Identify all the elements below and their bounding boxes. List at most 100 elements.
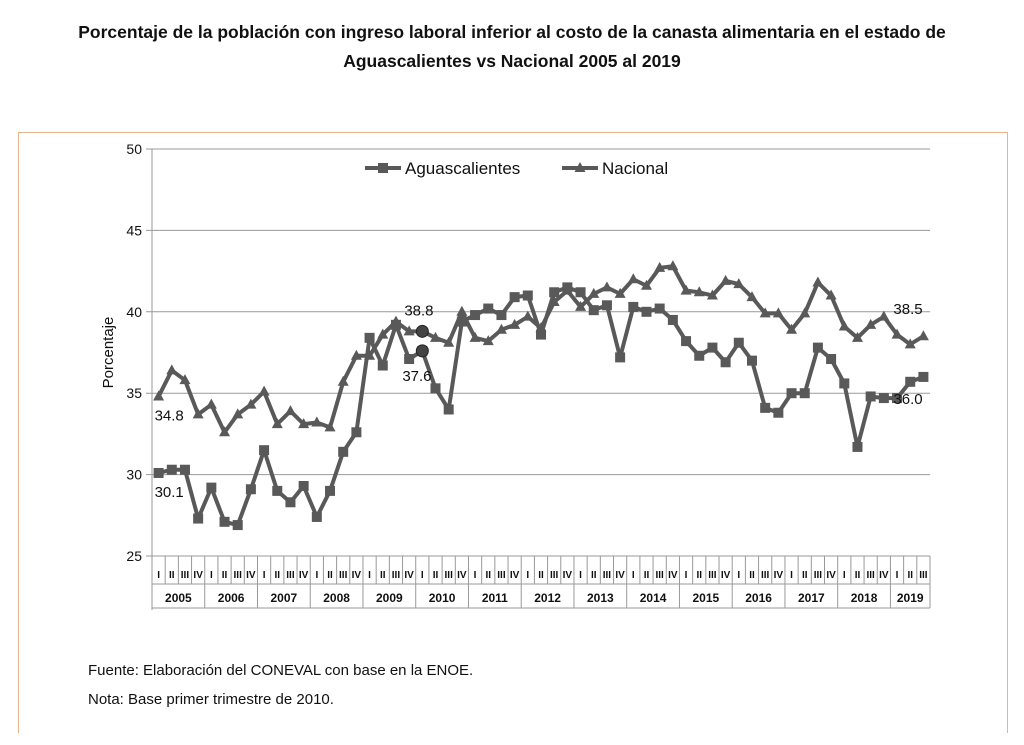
data-point-nacional [640, 279, 652, 290]
data-point-aguascalientes [892, 393, 903, 404]
quarter-label: IV [457, 570, 467, 581]
data-point-nacional [219, 426, 231, 437]
y-tick-label: 50 [126, 141, 142, 157]
quarter-label: III [286, 570, 295, 581]
data-point-nacional [232, 408, 244, 419]
data-point-aguascalientes [430, 383, 441, 394]
data-point-aguascalientes [733, 337, 744, 348]
data-point-nacional [825, 289, 837, 300]
data-point-nacional [917, 330, 929, 341]
data-point-nacional [390, 315, 402, 326]
data-point-nacional [443, 336, 455, 347]
data-point-nacional [575, 300, 587, 311]
data-label: 30.1 [155, 484, 184, 501]
data-point-aguascalientes [483, 303, 494, 314]
data-point-nacional [614, 287, 626, 298]
chart-title: Porcentaje de la población con ingreso l… [0, 18, 1024, 76]
y-tick-label: 40 [126, 304, 142, 320]
quarter-label: II [222, 570, 228, 581]
data-point-aguascalientes [351, 427, 362, 438]
quarter-label: II [802, 570, 808, 581]
quarter-label: III [181, 570, 190, 581]
quarter-label: I [474, 570, 477, 581]
data-point-aguascalientes [720, 357, 731, 368]
y-tick-label: 35 [126, 385, 142, 401]
data-point-nacional [561, 284, 573, 295]
data-point-nacional [258, 385, 270, 396]
data-point-aguascalientes [245, 484, 256, 495]
data-point-nacional [403, 325, 415, 336]
data-point-nacional [851, 331, 863, 342]
quarter-label: II [907, 570, 913, 581]
data-point-aguascalientes [694, 350, 705, 361]
quarter-label: I [896, 570, 899, 581]
quarter-label: I [421, 570, 424, 581]
year-label: 2014 [640, 591, 667, 605]
quarter-label: IV [299, 570, 309, 581]
data-point-aguascalientes [549, 287, 560, 298]
quarter-label: IV [404, 570, 414, 581]
quarter-label: I [579, 570, 582, 581]
data-point-aguascalientes [232, 520, 243, 531]
data-point-nacional [311, 416, 323, 427]
year-label: 2007 [271, 591, 298, 605]
legend-label: Aguascalientes [405, 159, 520, 178]
quarter-label: II [380, 570, 386, 581]
year-label: 2018 [851, 591, 878, 605]
data-point-nacional [153, 390, 165, 401]
data-point-nacional [509, 318, 521, 329]
data-point-nacional [245, 398, 257, 409]
legend-label: Nacional [602, 159, 668, 178]
data-point-nacional [667, 260, 679, 271]
quarter-label: I [843, 570, 846, 581]
data-label: 37.6 [402, 368, 431, 385]
data-point-aguascalientes [298, 480, 309, 491]
series-line-nacional [156, 264, 925, 435]
year-label: 2013 [587, 591, 614, 605]
quarter-label: II [855, 570, 861, 581]
highlight-marker [415, 324, 429, 338]
data-point-aguascalientes [575, 287, 586, 298]
data-point-nacional [786, 323, 798, 334]
year-label: 2017 [798, 591, 825, 605]
chart-frame [18, 132, 1008, 733]
data-point-nacional [456, 305, 468, 316]
source-note: Fuente: Elaboración del CONEVAL con base… [88, 662, 474, 679]
data-point-aguascalientes [522, 290, 533, 301]
quarter-label: I [157, 570, 160, 581]
data-point-aguascalientes [681, 336, 692, 347]
data-point-nacional [627, 273, 639, 284]
year-label: 2015 [692, 591, 719, 605]
quarter-label: I [526, 570, 529, 581]
data-point-nacional [891, 328, 903, 339]
data-label: 34.8 [155, 407, 184, 424]
year-label: 2011 [482, 591, 508, 605]
quarter-label: III [550, 570, 559, 581]
data-point-aguascalientes [786, 388, 797, 399]
year-label: 2010 [429, 591, 456, 605]
data-point-nacional [535, 322, 547, 333]
quarter-label: III [445, 570, 454, 581]
legend-marker-triangle [574, 162, 586, 172]
quarter-label: I [315, 570, 318, 581]
data-point-aguascalientes [588, 305, 599, 316]
quarter-label: IV [352, 570, 362, 581]
quarter-label: I [263, 570, 266, 581]
data-point-aguascalientes [536, 329, 546, 340]
data-point-nacional [720, 274, 732, 285]
quarter-label: IV [721, 570, 731, 581]
data-point-aguascalientes [905, 376, 916, 387]
quarter-label: III [708, 570, 717, 581]
data-point-nacional [192, 408, 204, 419]
quarter-label: III [761, 570, 770, 581]
quarter-label: II [485, 570, 491, 581]
data-point-aguascalientes [839, 378, 850, 389]
data-point-aguascalientes [338, 446, 349, 457]
data-point-aguascalientes [601, 300, 612, 311]
data-point-aguascalientes [865, 391, 876, 402]
data-point-aguascalientes [470, 310, 481, 321]
quarter-label: III [497, 570, 506, 581]
data-point-aguascalientes [219, 516, 230, 527]
data-point-nacional [654, 261, 666, 272]
